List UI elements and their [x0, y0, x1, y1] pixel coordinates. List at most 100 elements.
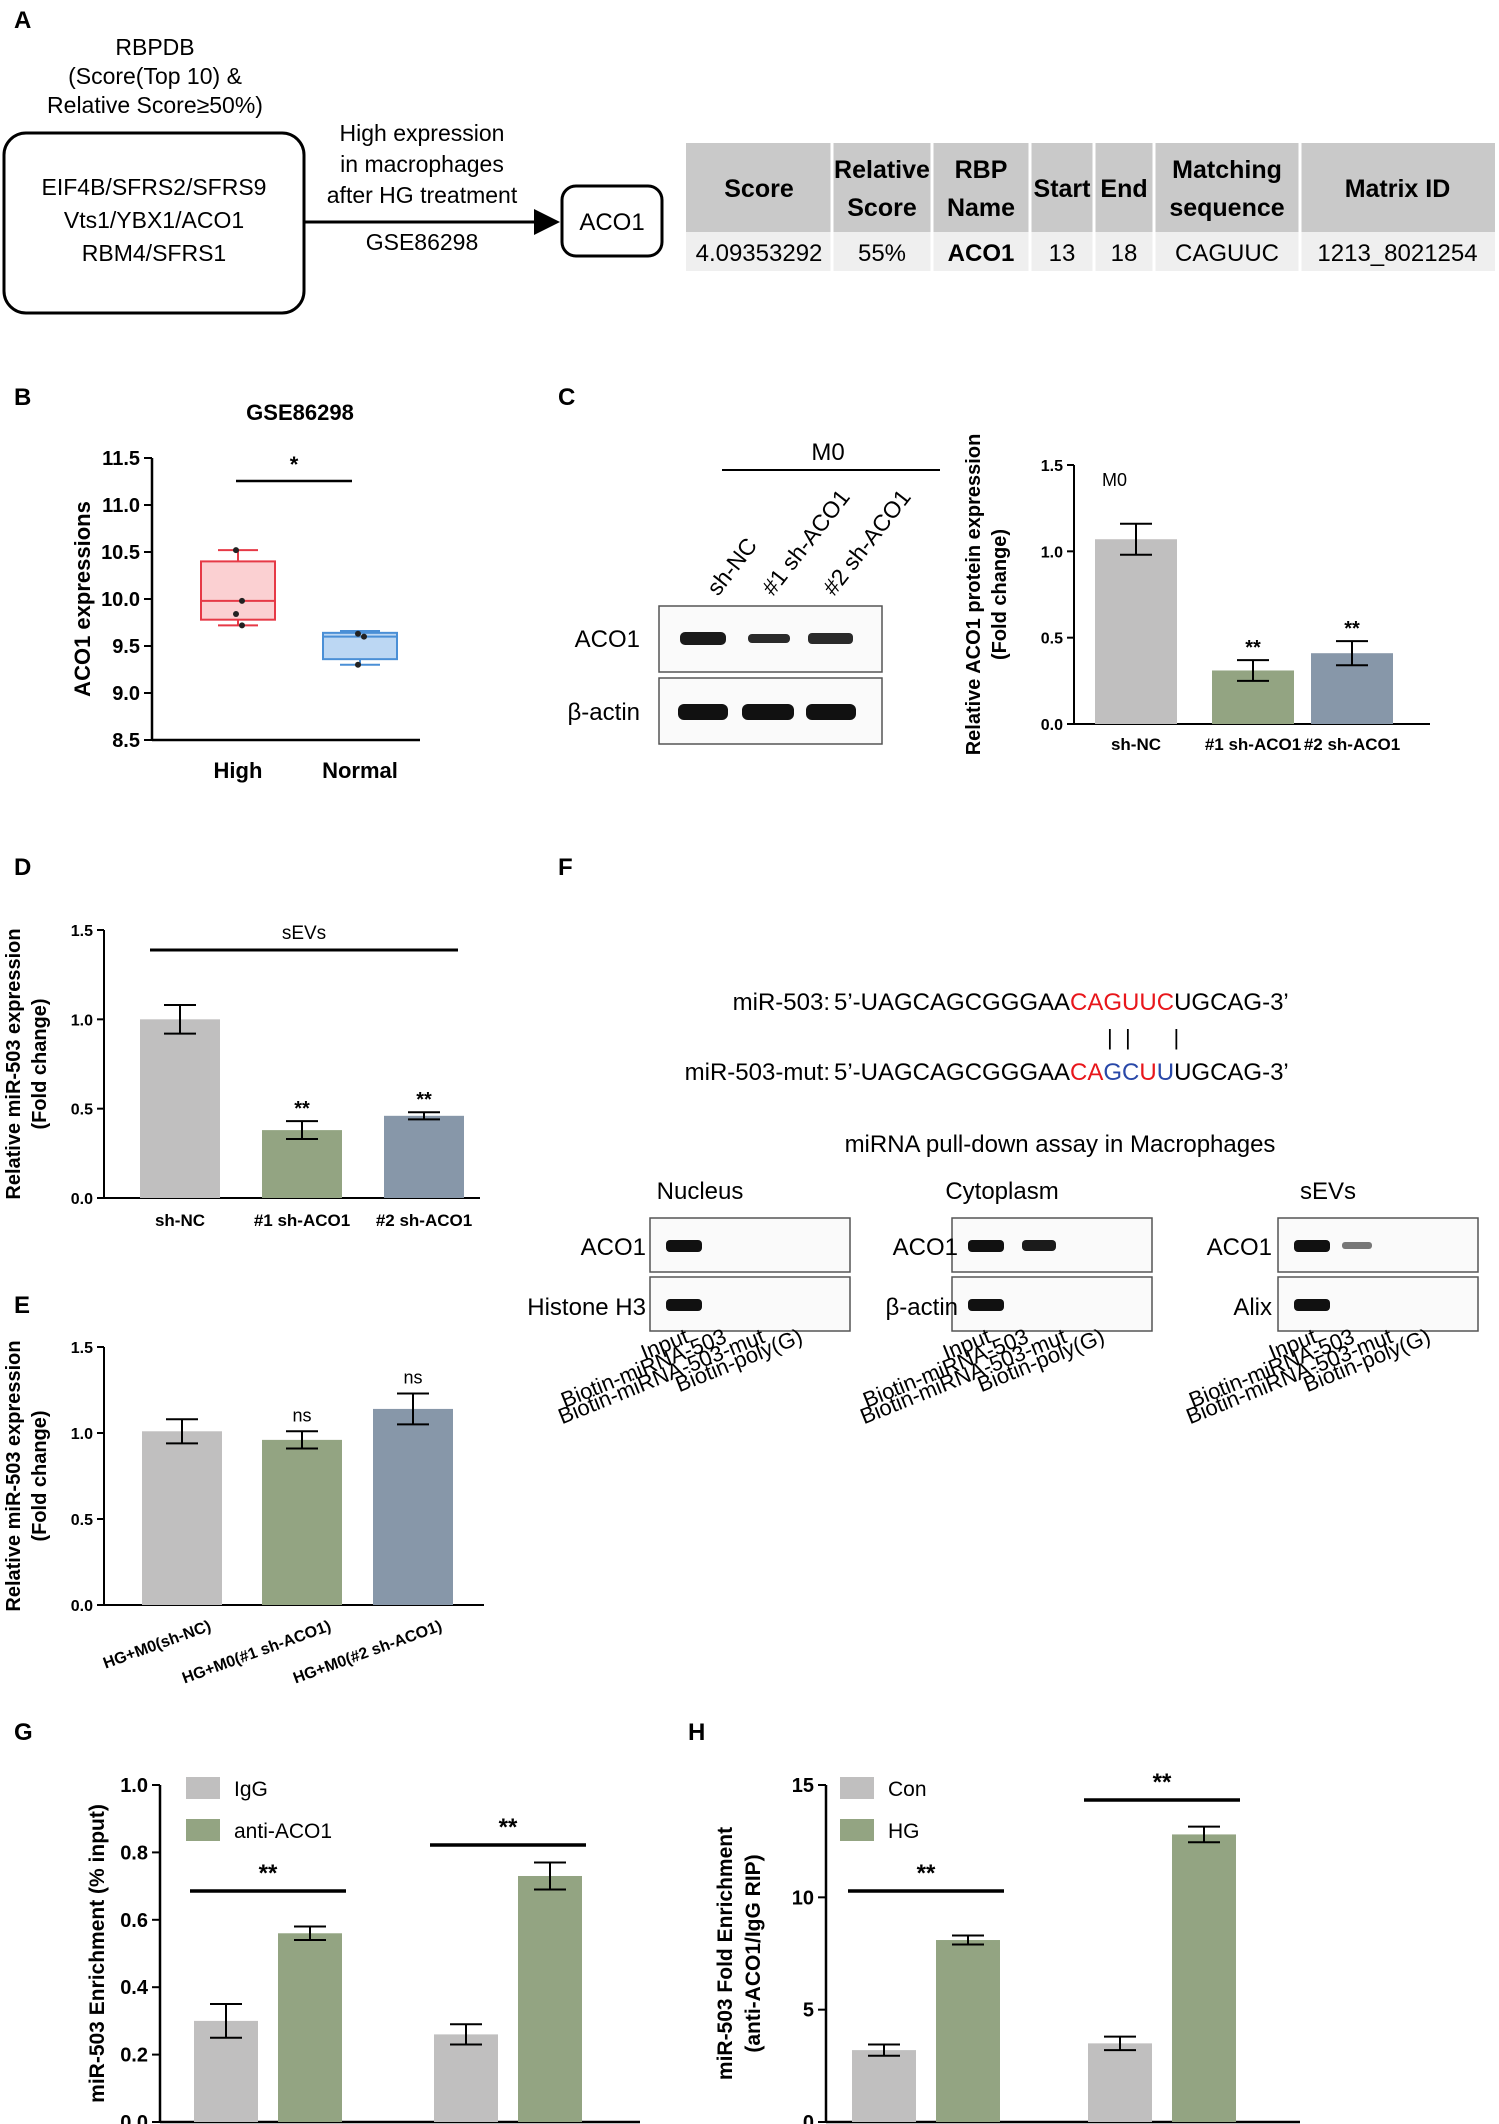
y-axis-label: Relative miR-503 expression: [3, 1340, 25, 1611]
rbp-table: Score Relative Score RBP Name Start End Matchin…: [686, 143, 1495, 271]
band: [1342, 1242, 1372, 1249]
blot-row-label: ACO1: [581, 1234, 646, 1261]
y-tick-label: 0.8: [120, 1842, 148, 1864]
group-label: sEVs: [282, 923, 326, 944]
bar: [1095, 539, 1177, 724]
data-point: [361, 633, 367, 640]
grouped-bar-chart-rip: 0.0 0.2 0.4 0.6 0.8 1.0 miR-503 Enrichment (% …: [86, 1775, 640, 2124]
band: [1294, 1240, 1330, 1252]
band-c-actin-2: [742, 704, 794, 720]
x-tick-label: sh-NC: [1111, 735, 1161, 754]
table-header: Score: [847, 194, 917, 222]
table-header: Relative: [834, 156, 930, 184]
blot-row-label: Histone H3: [527, 1294, 646, 1321]
legend-swatch: [186, 1819, 220, 1841]
panel-label-a: A: [14, 7, 31, 34]
sequence-block: miR-503: 5’-UAGCAGCGGGAACAGUUCUGCAG-3’ |…: [685, 989, 1289, 1086]
y-axis-label: Relative ACO1 protein expression: [963, 434, 985, 756]
chart-title: GSE86298: [246, 400, 354, 425]
sig-label: ns: [292, 1405, 311, 1425]
y-axis-label: (Fold change): [29, 1410, 51, 1541]
band: [666, 1240, 702, 1252]
bar: [936, 1940, 1000, 2122]
y-tick-label: 0.6: [120, 1910, 148, 1932]
sig-label: **: [259, 1860, 278, 1887]
membrane: [1277, 1217, 1479, 1273]
rbpdb-line-1: RBPDB: [115, 34, 194, 60]
blot-c-row-2: β-actin: [568, 699, 641, 726]
band: [1294, 1299, 1330, 1311]
y-tick-label: 11.5: [102, 448, 140, 470]
y-axis-label: Relative miR-503 expression: [3, 928, 25, 1199]
y-tick-label: 1.5: [71, 1340, 93, 1357]
y-tick-label: 0: [803, 2112, 814, 2124]
y-tick-label: 11.0: [102, 495, 140, 517]
legend-label: anti-ACO1: [234, 1820, 332, 1843]
y-axis-label: (Fold change): [989, 529, 1011, 660]
data-point: [233, 611, 239, 618]
blot-c-row-1: ACO1: [575, 626, 640, 653]
sig-label: **: [499, 1814, 518, 1841]
bar: [518, 1875, 582, 2122]
table-cell: 55%: [858, 240, 906, 267]
y-tick-label: 10: [792, 1887, 814, 1909]
table-cell: 4.09353292: [696, 240, 823, 267]
arrow-text-1: High expression: [340, 120, 505, 146]
y-tick-label: 0.4: [120, 1977, 149, 1999]
arrow-text-2: in macrophages: [340, 151, 504, 177]
panel-label-h: H: [688, 1719, 705, 1746]
western-blot-c: M0 sh-NC #1 sh-ACO1 #2 sh-ACO1 ACO1 β-ac…: [568, 439, 940, 745]
data-point: [355, 661, 361, 668]
bar: [1088, 2043, 1152, 2122]
bar-chart-aco1-protein: 0.0 0.5 1.0 1.5 Relative ACO1 protein expres…: [963, 434, 1430, 756]
arrow-text-4: GSE86298: [366, 229, 479, 255]
rbpdb-line-2: (Score(Top 10) &: [68, 63, 242, 89]
blot-c-lane-1: sh-NC: [701, 533, 762, 600]
x-tick-label: HG+M0(sh-NC): [101, 1618, 213, 1673]
band-c-actin-3: [806, 704, 856, 720]
blot-row-label: ACO1: [893, 1234, 958, 1261]
table-header: Name: [947, 194, 1015, 222]
y-axis-label: ACO1 expressions: [70, 501, 95, 697]
blot-row-label: β-actin: [886, 1294, 959, 1321]
y-tick-label: 1.0: [1041, 544, 1063, 561]
seq-wt: 5’-UAGCAGCGGGAACAGUUCUGCAG-3’: [834, 989, 1289, 1016]
candidate-line-1: EIF4B/SFRS2/SFRS9: [42, 174, 267, 200]
x-tick-label: #1 sh-ACO1: [254, 1211, 350, 1230]
blot-title: sEVs: [1300, 1178, 1356, 1205]
x-tick-label: #2 sh-ACO1: [1304, 735, 1400, 754]
box: [200, 560, 276, 621]
band: [666, 1299, 702, 1311]
seq-mut: 5’-UAGCAGCGGGAACAGCUUUGCAG-3’: [834, 1059, 1289, 1086]
table-cell: 18: [1111, 240, 1138, 267]
data-point: [233, 547, 239, 554]
y-axis-label: miR-503 Fold Enrichment: [714, 1827, 737, 2080]
panel-label-g: G: [14, 1719, 33, 1746]
y-tick-label: 1.0: [71, 1012, 93, 1029]
panel-label-d: D: [14, 854, 31, 881]
table-cell: ACO1: [948, 240, 1015, 267]
result-text: ACO1: [579, 209, 644, 236]
seq-label-mut: miR-503-mut:: [685, 1059, 830, 1086]
y-tick-label: 0.5: [71, 1512, 93, 1529]
bar: [278, 1933, 342, 2122]
x-tick-label: #1 sh-ACO1: [1205, 735, 1301, 754]
box-chart-gse86298: GSE86298 8.5 9.0 9.5 10.0 10.5 11.0 11.5 ACO1 ex…: [70, 400, 420, 783]
rbpdb-line-3: Relative Score≥50%): [47, 92, 263, 118]
table-header: RBP: [955, 156, 1008, 184]
y-tick-label: 9.0: [112, 683, 140, 705]
pairing-lines: | | |: [1107, 1025, 1179, 1050]
bar: [852, 2050, 916, 2122]
bar: [384, 1115, 464, 1198]
seq-label-wt: miR-503:: [733, 989, 830, 1016]
y-tick-label: 1.5: [1041, 458, 1063, 475]
y-tick-label: 8.5: [112, 730, 140, 752]
y-tick-label: 0.0: [1041, 717, 1063, 734]
bar-chart-mir503-hg: 0.0 0.5 1.0 1.5 Relative miR-503 expression(…: [3, 1340, 484, 1687]
bar: [140, 1019, 220, 1198]
y-tick-label: 0.0: [120, 2112, 148, 2124]
table-cell: CAGUUC: [1175, 240, 1279, 267]
y-tick-label: 1.0: [71, 1426, 93, 1443]
